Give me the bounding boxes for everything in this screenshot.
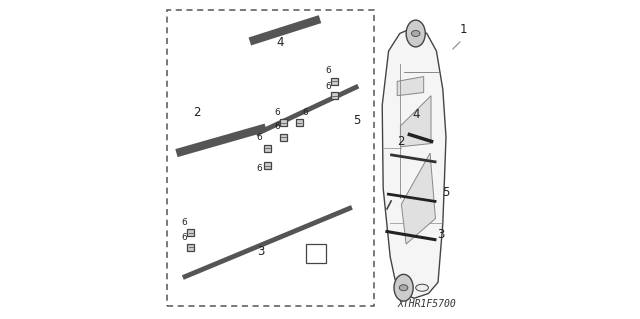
FancyBboxPatch shape (331, 78, 338, 85)
Ellipse shape (412, 31, 420, 36)
Text: 3: 3 (438, 228, 445, 241)
Text: 6: 6 (182, 218, 188, 227)
FancyBboxPatch shape (331, 92, 338, 99)
FancyBboxPatch shape (280, 119, 287, 126)
Polygon shape (401, 96, 431, 147)
Text: 6: 6 (325, 66, 331, 75)
FancyBboxPatch shape (280, 134, 287, 141)
FancyBboxPatch shape (264, 145, 271, 152)
Ellipse shape (394, 274, 413, 301)
Text: 6: 6 (257, 164, 262, 173)
Text: 6: 6 (257, 133, 262, 142)
Text: 3: 3 (257, 245, 265, 258)
Text: 6: 6 (303, 108, 308, 117)
Text: 6: 6 (325, 82, 331, 91)
Text: 5: 5 (442, 186, 450, 199)
Text: 5: 5 (353, 115, 360, 127)
Polygon shape (401, 153, 435, 244)
Text: 4: 4 (412, 108, 419, 121)
FancyBboxPatch shape (264, 162, 271, 169)
Polygon shape (382, 27, 446, 298)
Text: 4: 4 (276, 36, 284, 49)
FancyBboxPatch shape (188, 229, 195, 236)
Text: 6: 6 (274, 122, 280, 131)
Text: 6: 6 (274, 108, 280, 117)
Ellipse shape (406, 20, 425, 47)
Text: 6: 6 (182, 233, 188, 242)
Text: XTHR1F5700: XTHR1F5700 (397, 299, 456, 309)
Text: 2: 2 (193, 107, 201, 119)
Bar (306, 244, 326, 263)
Ellipse shape (416, 284, 428, 291)
Polygon shape (397, 77, 424, 96)
FancyBboxPatch shape (188, 244, 195, 251)
Ellipse shape (399, 285, 408, 291)
FancyBboxPatch shape (296, 119, 303, 126)
Text: 2: 2 (397, 135, 405, 148)
Text: 1: 1 (460, 24, 467, 36)
